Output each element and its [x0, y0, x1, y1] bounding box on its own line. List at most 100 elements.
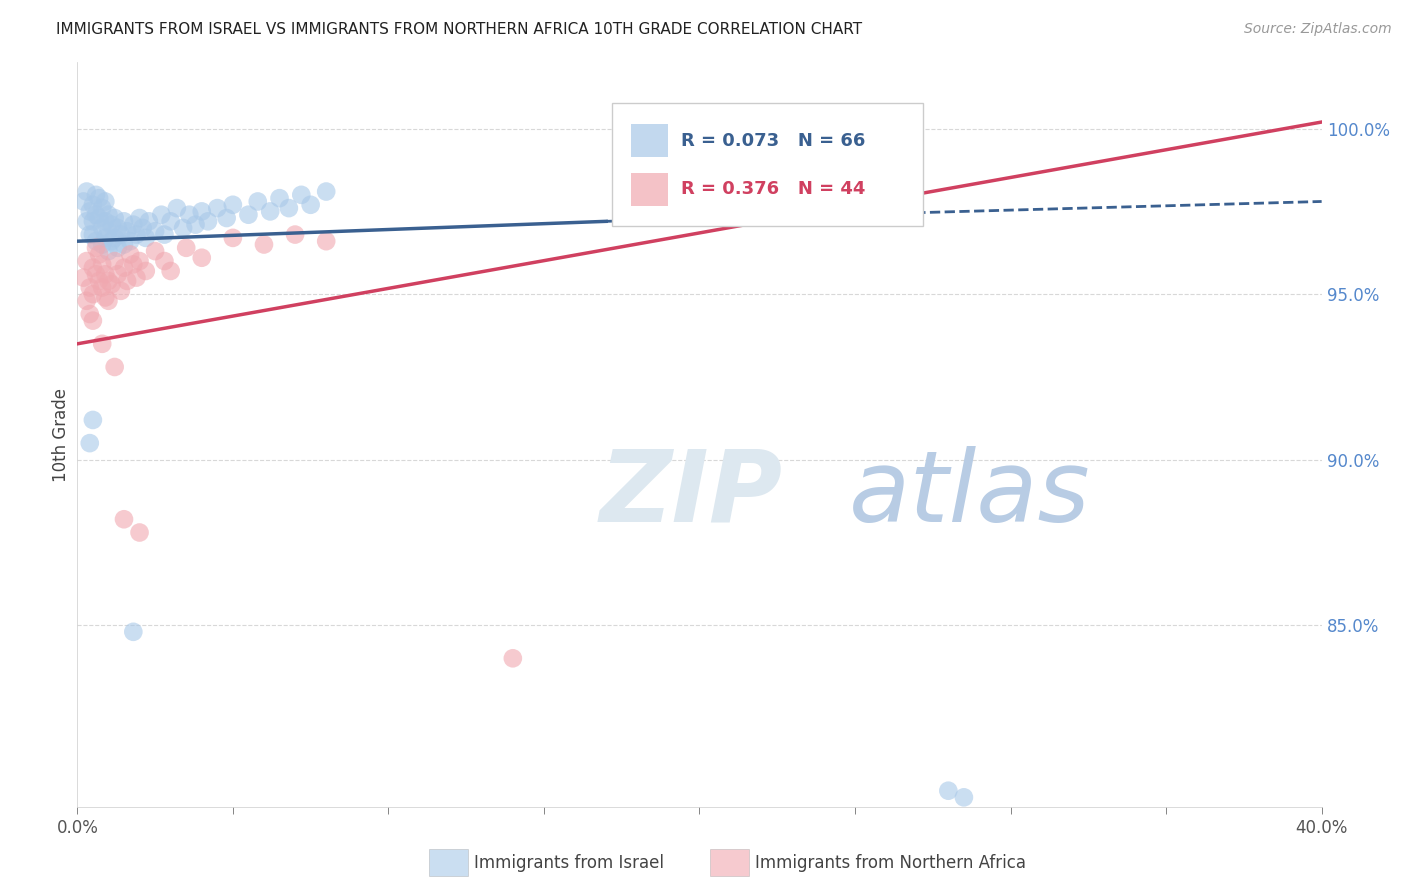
Point: [125, 227, 148, 242]
Point: [143, 224, 166, 238]
Point: [159, 214, 181, 228]
Point: [138, 214, 160, 228]
Point: [82, 413, 104, 427]
Point: [172, 221, 194, 235]
Point: [104, 211, 127, 225]
Point: [100, 218, 122, 232]
Point: [84, 241, 107, 255]
Point: [72, 194, 94, 209]
Point: [207, 201, 229, 215]
Text: Immigrants from Israel: Immigrants from Israel: [474, 855, 664, 872]
Point: [153, 254, 176, 268]
Point: [97, 224, 120, 238]
Point: [94, 214, 117, 228]
Point: [94, 231, 117, 245]
Point: [97, 274, 120, 288]
Point: [82, 313, 104, 327]
Point: [197, 214, 219, 228]
Point: [115, 274, 138, 288]
Point: [128, 254, 150, 268]
Point: [100, 277, 122, 292]
Point: [269, 191, 291, 205]
Point: [315, 185, 337, 199]
Point: [122, 624, 145, 639]
Point: [112, 512, 135, 526]
Text: R = 0.376   N = 44: R = 0.376 N = 44: [681, 180, 865, 198]
Point: [94, 268, 117, 282]
Point: [91, 257, 114, 271]
Text: ZIP: ZIP: [600, 446, 783, 543]
Point: [97, 244, 120, 259]
Point: [82, 198, 104, 212]
Point: [87, 274, 110, 288]
Point: [174, 241, 197, 255]
Point: [150, 208, 173, 222]
Point: [938, 783, 960, 797]
Point: [191, 251, 214, 265]
Point: [159, 264, 181, 278]
Point: [128, 211, 150, 225]
Point: [104, 254, 127, 268]
Point: [79, 436, 101, 450]
Point: [135, 231, 157, 245]
Point: [143, 244, 166, 259]
Point: [110, 284, 132, 298]
Point: [184, 218, 207, 232]
Point: [97, 293, 120, 308]
Point: [76, 214, 98, 228]
Point: [299, 198, 322, 212]
Point: [277, 201, 299, 215]
Point: [107, 268, 129, 282]
Point: [122, 257, 145, 271]
Point: [79, 227, 101, 242]
Point: [222, 198, 245, 212]
Point: [253, 237, 276, 252]
Text: atlas: atlas: [849, 446, 1091, 543]
Point: [290, 187, 312, 202]
Point: [104, 359, 127, 374]
Point: [79, 280, 101, 294]
Point: [120, 247, 142, 261]
Point: [215, 211, 238, 225]
Point: [766, 115, 789, 129]
Point: [94, 194, 117, 209]
Point: [153, 227, 176, 242]
Point: [87, 247, 110, 261]
Point: [502, 651, 524, 665]
Bar: [631, 173, 668, 206]
Point: [104, 231, 127, 245]
Point: [107, 221, 129, 235]
Point: [94, 290, 117, 304]
Text: Immigrants from Northern Africa: Immigrants from Northern Africa: [755, 855, 1026, 872]
Point: [179, 208, 201, 222]
Point: [76, 254, 98, 268]
Text: IMMIGRANTS FROM ISRAEL VS IMMIGRANTS FROM NORTHERN AFRICA 10TH GRADE CORRELATION: IMMIGRANTS FROM ISRAEL VS IMMIGRANTS FRO…: [56, 22, 862, 37]
Point: [72, 270, 94, 285]
Point: [82, 287, 104, 301]
Point: [128, 525, 150, 540]
Point: [315, 234, 337, 248]
Point: [91, 237, 114, 252]
Point: [166, 201, 188, 215]
Point: [112, 237, 135, 252]
Point: [131, 221, 153, 235]
Point: [84, 187, 107, 202]
Point: [246, 194, 269, 209]
FancyBboxPatch shape: [613, 103, 924, 227]
Point: [112, 260, 135, 275]
Point: [112, 214, 135, 228]
Point: [100, 234, 122, 248]
Point: [79, 204, 101, 219]
Point: [84, 208, 107, 222]
Text: Source: ZipAtlas.com: Source: ZipAtlas.com: [1244, 22, 1392, 37]
Text: R = 0.073   N = 66: R = 0.073 N = 66: [681, 132, 865, 150]
Point: [84, 268, 107, 282]
Point: [122, 218, 145, 232]
Point: [125, 270, 148, 285]
Point: [87, 191, 110, 205]
Point: [91, 201, 114, 215]
Point: [84, 234, 107, 248]
Y-axis label: 10th Grade: 10th Grade: [52, 388, 70, 482]
Point: [82, 260, 104, 275]
Point: [191, 204, 214, 219]
